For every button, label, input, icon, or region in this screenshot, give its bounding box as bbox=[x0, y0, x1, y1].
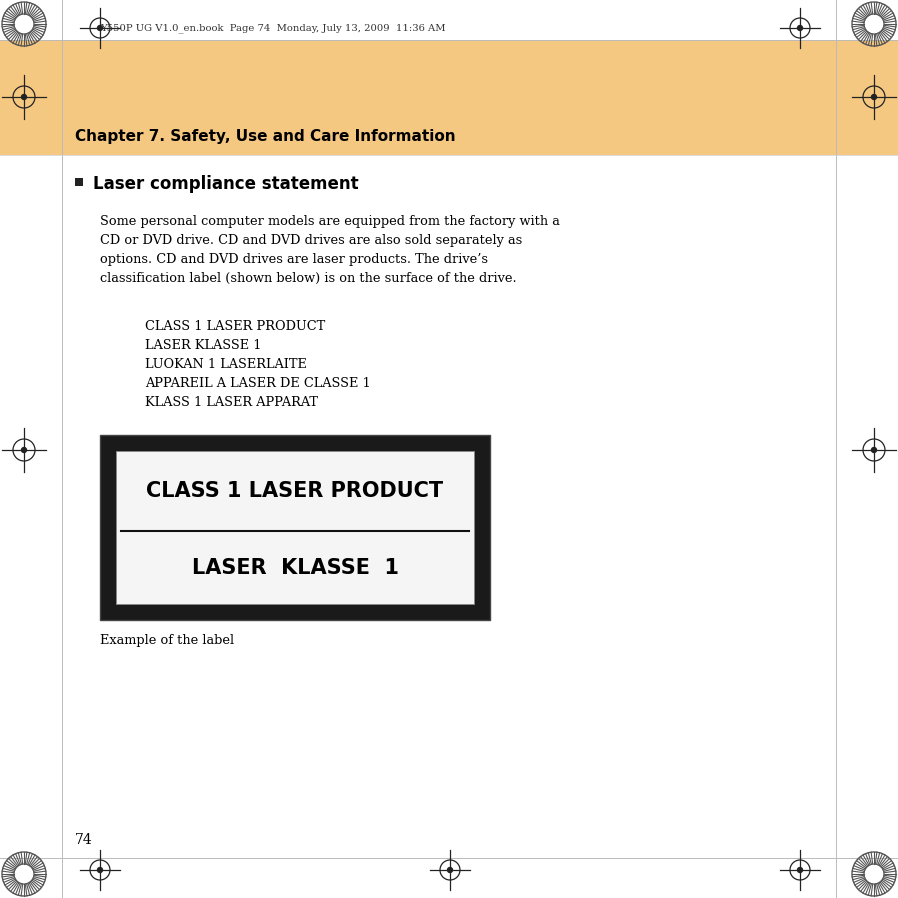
Text: options. CD and DVD drives are laser products. The drive’s: options. CD and DVD drives are laser pro… bbox=[100, 253, 488, 266]
Circle shape bbox=[22, 447, 27, 453]
Circle shape bbox=[447, 867, 453, 873]
Text: Some personal computer models are equipped from the factory with a: Some personal computer models are equipp… bbox=[100, 215, 559, 228]
Circle shape bbox=[98, 25, 102, 31]
Text: Chapter 7. Safety, Use and Care Information: Chapter 7. Safety, Use and Care Informat… bbox=[75, 129, 455, 145]
Text: CLASS 1 LASER PRODUCT: CLASS 1 LASER PRODUCT bbox=[145, 320, 325, 333]
Text: KLASS 1 LASER APPARAT: KLASS 1 LASER APPARAT bbox=[145, 396, 318, 409]
Circle shape bbox=[871, 447, 876, 453]
Text: LASER KLASSE 1: LASER KLASSE 1 bbox=[145, 339, 261, 352]
Text: 74: 74 bbox=[75, 833, 92, 847]
Circle shape bbox=[797, 867, 803, 873]
Text: Laser compliance statement: Laser compliance statement bbox=[93, 175, 358, 193]
Text: LUOKAN 1 LASERLAITE: LUOKAN 1 LASERLAITE bbox=[145, 358, 307, 371]
Text: APPAREIL A LASER DE CLASSE 1: APPAREIL A LASER DE CLASSE 1 bbox=[145, 377, 371, 390]
Text: classification label (shown below) is on the surface of the drive.: classification label (shown below) is on… bbox=[100, 272, 516, 285]
Text: LASER  KLASSE  1: LASER KLASSE 1 bbox=[191, 558, 399, 577]
Circle shape bbox=[22, 94, 27, 100]
Text: CD or DVD drive. CD and DVD drives are also sold separately as: CD or DVD drive. CD and DVD drives are a… bbox=[100, 234, 523, 247]
Circle shape bbox=[871, 94, 876, 100]
Text: CLASS 1 LASER PRODUCT: CLASS 1 LASER PRODUCT bbox=[146, 481, 444, 501]
Bar bbox=[0, 40, 898, 155]
Text: Y550P UG V1.0_en.book  Page 74  Monday, July 13, 2009  11:36 AM: Y550P UG V1.0_en.book Page 74 Monday, Ju… bbox=[100, 23, 445, 33]
Circle shape bbox=[797, 25, 803, 31]
Text: Example of the label: Example of the label bbox=[100, 634, 234, 647]
Bar bbox=[100, 435, 490, 620]
Bar bbox=[116, 451, 474, 604]
Circle shape bbox=[98, 867, 102, 873]
Bar bbox=[75, 178, 83, 186]
